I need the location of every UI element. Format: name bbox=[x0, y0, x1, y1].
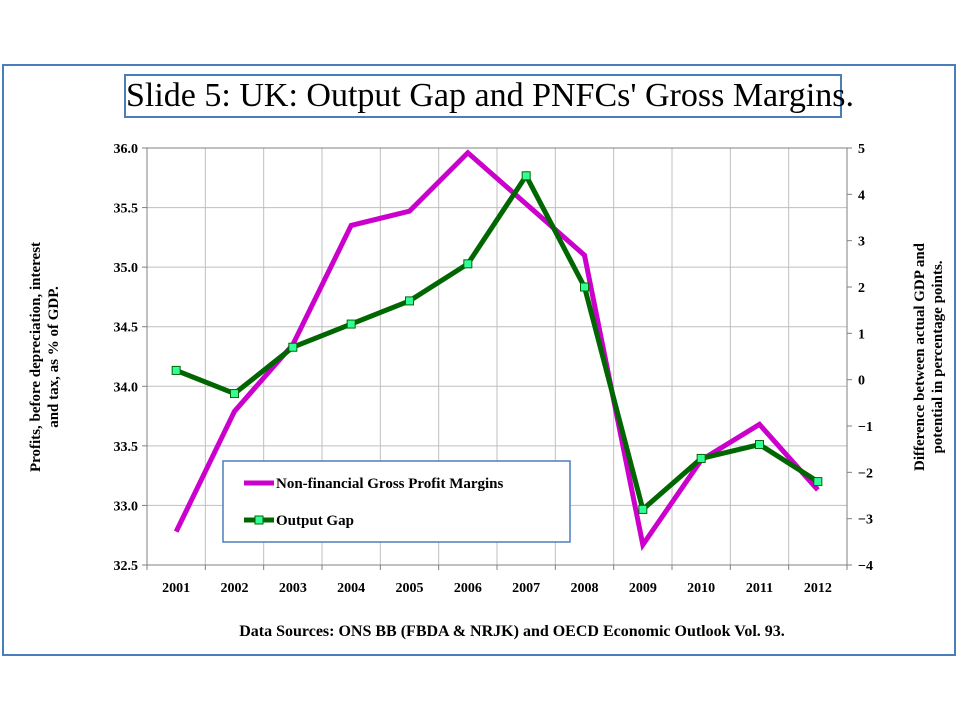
point-output-gap bbox=[171, 365, 181, 375]
x-tick-label: 2007 bbox=[512, 581, 540, 596]
point-output-gap bbox=[346, 319, 356, 329]
right-tick-label: 5 bbox=[858, 142, 865, 157]
point-output-gap bbox=[463, 259, 473, 269]
x-tick-label: 2012 bbox=[804, 581, 832, 596]
left-tick-label: 33.0 bbox=[114, 499, 139, 514]
series-line-output-gap bbox=[175, 170, 820, 514]
slide-title: Slide 5: UK: Output Gap and PNFCs' Gross… bbox=[124, 74, 854, 118]
right-tick-label: −4 bbox=[858, 559, 873, 574]
legend-box bbox=[222, 460, 571, 543]
point-output-gap bbox=[288, 342, 298, 352]
x-tick-label: 2003 bbox=[279, 581, 307, 596]
x-tick-label: 2009 bbox=[629, 581, 657, 596]
x-tick-label: 2002 bbox=[221, 581, 249, 596]
right-axis-ticks: 5 4 3 2 1 0 −1 −2 −3 −4 bbox=[847, 142, 873, 574]
legend-marker-output-gap bbox=[254, 515, 264, 525]
axis-title-line: Profits, before depreciation, interest bbox=[28, 242, 44, 472]
right-axis-title: Difference between actual GDP and potenti… bbox=[912, 242, 946, 471]
right-tick-label: 4 bbox=[858, 188, 865, 203]
left-tick-label: 33.5 bbox=[114, 440, 139, 455]
right-tick-label: 0 bbox=[858, 374, 865, 389]
axis-title-line: and tax, as % of GDP. bbox=[46, 286, 62, 428]
left-tick-label: 34.5 bbox=[114, 321, 139, 336]
point-output-gap bbox=[813, 477, 823, 487]
legend-label-output-gap: Output Gap bbox=[276, 513, 354, 529]
legend: Non-financial Gross Profit Margins Outpu… bbox=[222, 460, 571, 543]
left-axis-ticks: 36.0 35.5 35.0 34.5 34.0 33.5 33.0 32.5 bbox=[114, 142, 147, 574]
right-tick-label: −3 bbox=[858, 513, 873, 528]
axis-title-line: potential in percentage points. bbox=[930, 260, 946, 453]
axis-title-line: Difference between actual GDP and bbox=[912, 242, 928, 471]
right-tick-label: 2 bbox=[858, 281, 865, 296]
data-source-note: Data Sources: ONS BB (FBDA & NRJK) and O… bbox=[239, 623, 785, 640]
x-tick-label: 2011 bbox=[746, 581, 773, 596]
right-tick-label: −1 bbox=[858, 420, 873, 435]
left-tick-label: 36.0 bbox=[114, 142, 139, 157]
point-output-gap bbox=[638, 504, 648, 514]
legend-label-margins: Non-financial Gross Profit Margins bbox=[276, 476, 504, 492]
series-layer bbox=[171, 149, 823, 552]
point-output-gap bbox=[580, 282, 589, 292]
point-output-gap bbox=[521, 171, 531, 181]
left-tick-label: 32.5 bbox=[114, 559, 139, 574]
right-tick-label: −2 bbox=[858, 466, 873, 481]
point-output-gap bbox=[696, 453, 706, 463]
slide-frame bbox=[2, 64, 956, 656]
point-output-gap bbox=[405, 296, 414, 306]
right-tick-label: 1 bbox=[858, 327, 865, 342]
x-tick-label: 2008 bbox=[571, 581, 599, 596]
x-axis-ticks: 2001 2002 2003 2004 2005 2006 2007 2008 2009 2010… bbox=[146, 565, 848, 596]
right-tick-label: 3 bbox=[858, 235, 865, 250]
point-output-gap bbox=[230, 389, 239, 399]
point-output-gap bbox=[755, 440, 764, 450]
left-tick-label: 34.0 bbox=[114, 380, 139, 395]
x-tick-label: 2004 bbox=[337, 581, 365, 596]
x-tick-label: 2005 bbox=[396, 581, 424, 596]
left-axis-title: Profits, before depreciation, interest an… bbox=[28, 242, 62, 472]
left-tick-label: 35.5 bbox=[114, 202, 139, 217]
x-tick-label: 2001 bbox=[162, 581, 190, 596]
left-tick-label: 35.0 bbox=[114, 261, 139, 276]
x-tick-label: 2010 bbox=[687, 581, 715, 596]
x-tick-label: 2006 bbox=[454, 581, 482, 596]
